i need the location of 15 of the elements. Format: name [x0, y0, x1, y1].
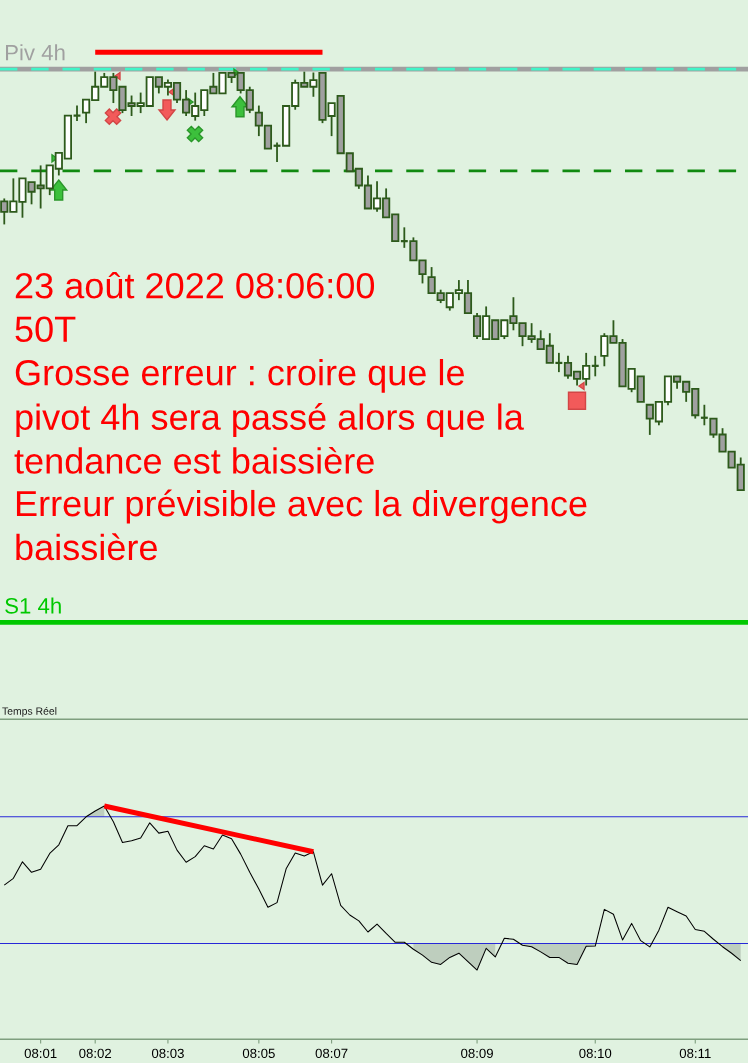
- x-tick-label: 08:05: [242, 1048, 275, 1059]
- annotation: Grosse erreur : croire que le pivot 4h sera passé alors que la tendance est baissière: [14, 359, 524, 474]
- x-tick-label: 08:11: [679, 1048, 711, 1059]
- annotation: 23 août 2022 08:06:00: [15, 271, 375, 299]
- x-tick-label: 08:01: [24, 1048, 57, 1059]
- annotation: Erreur prévisible avec la divergence baissière: [16, 489, 587, 561]
- x-tick-label: 08:07: [315, 1048, 348, 1059]
- x-tick-label: 08:03: [151, 1048, 184, 1059]
- x-tick-label: 08:09: [461, 1048, 493, 1059]
- ref-line-label: S1 4h: [5, 597, 61, 614]
- ref-line-label: Piv 4h: [5, 44, 65, 61]
- annotation: 50T: [15, 316, 76, 343]
- x-tick-label: 08:10: [579, 1048, 612, 1059]
- text: Temps Réel: [2, 707, 57, 717]
- x-tick-label: 08:02: [79, 1048, 112, 1059]
